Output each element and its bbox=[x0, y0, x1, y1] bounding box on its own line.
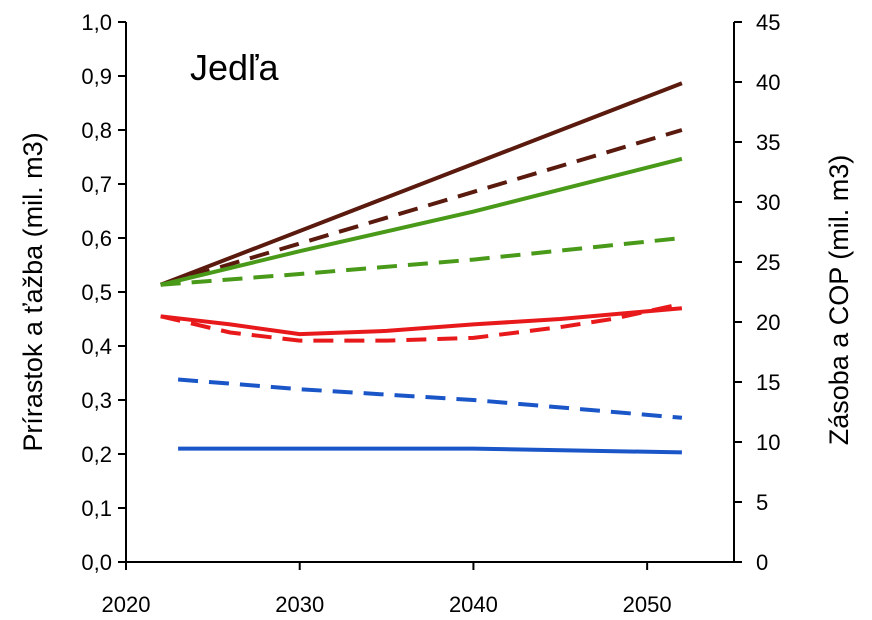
left-tick-label: 1,0 bbox=[81, 10, 112, 35]
axes bbox=[125, 22, 735, 563]
left-tick-label: 0,2 bbox=[81, 442, 112, 467]
right-tick-label: 5 bbox=[756, 490, 768, 515]
series-line-3-solid bbox=[160, 156, 683, 287]
axis-ticks: 0,0 0,1 0,2 0,3 0,4 0,5 0,6 0,7 0,8 0,9 1,0 0 5 10 15 2… bbox=[81, 10, 780, 617]
series-line-5-solid bbox=[160, 306, 683, 337]
left-y-axis-title: Prírastok a ťažba (mil. m3) bbox=[18, 132, 48, 451]
series-line-4-dashed bbox=[160, 236, 683, 287]
left-tick-label: 0,5 bbox=[81, 280, 112, 305]
right-tick-label: 35 bbox=[756, 130, 780, 155]
right-y-axis-title: Zásoba a COP (mil. m3) bbox=[824, 155, 854, 446]
right-tick-label: 30 bbox=[756, 190, 780, 215]
series-line-2-dashed bbox=[160, 128, 683, 287]
right-tick-label: 20 bbox=[756, 310, 780, 335]
series-line-6-dashed bbox=[160, 301, 683, 343]
chart-title: Jedľa bbox=[190, 47, 280, 88]
left-tick-label: 0,9 bbox=[81, 64, 112, 89]
left-tick-label: 0,3 bbox=[81, 388, 112, 413]
right-tick-label: 40 bbox=[756, 70, 780, 95]
series-line-7-dashed bbox=[177, 377, 683, 420]
right-tick-label: 15 bbox=[756, 370, 780, 395]
right-tick-label: 10 bbox=[756, 430, 780, 455]
series-line-1-solid bbox=[159, 81, 683, 287]
left-tick-label: 0,0 bbox=[81, 550, 112, 575]
left-tick-label: 0,1 bbox=[81, 496, 112, 521]
right-tick-label: 0 bbox=[756, 550, 768, 575]
left-tick-label: 0,6 bbox=[81, 226, 112, 251]
right-tick-label: 25 bbox=[756, 250, 780, 275]
right-tick-label: 45 bbox=[756, 10, 780, 35]
x-tick-label: 2050 bbox=[623, 592, 672, 617]
left-tick-label: 0,8 bbox=[81, 118, 112, 143]
x-tick-label: 2040 bbox=[449, 592, 498, 617]
series-lines bbox=[159, 81, 683, 455]
x-tick-label: 2030 bbox=[275, 592, 324, 617]
left-tick-label: 0,7 bbox=[81, 172, 112, 197]
x-tick-label: 2020 bbox=[102, 592, 151, 617]
left-tick-label: 0,4 bbox=[81, 334, 112, 359]
series-line-8-solid bbox=[178, 446, 682, 455]
